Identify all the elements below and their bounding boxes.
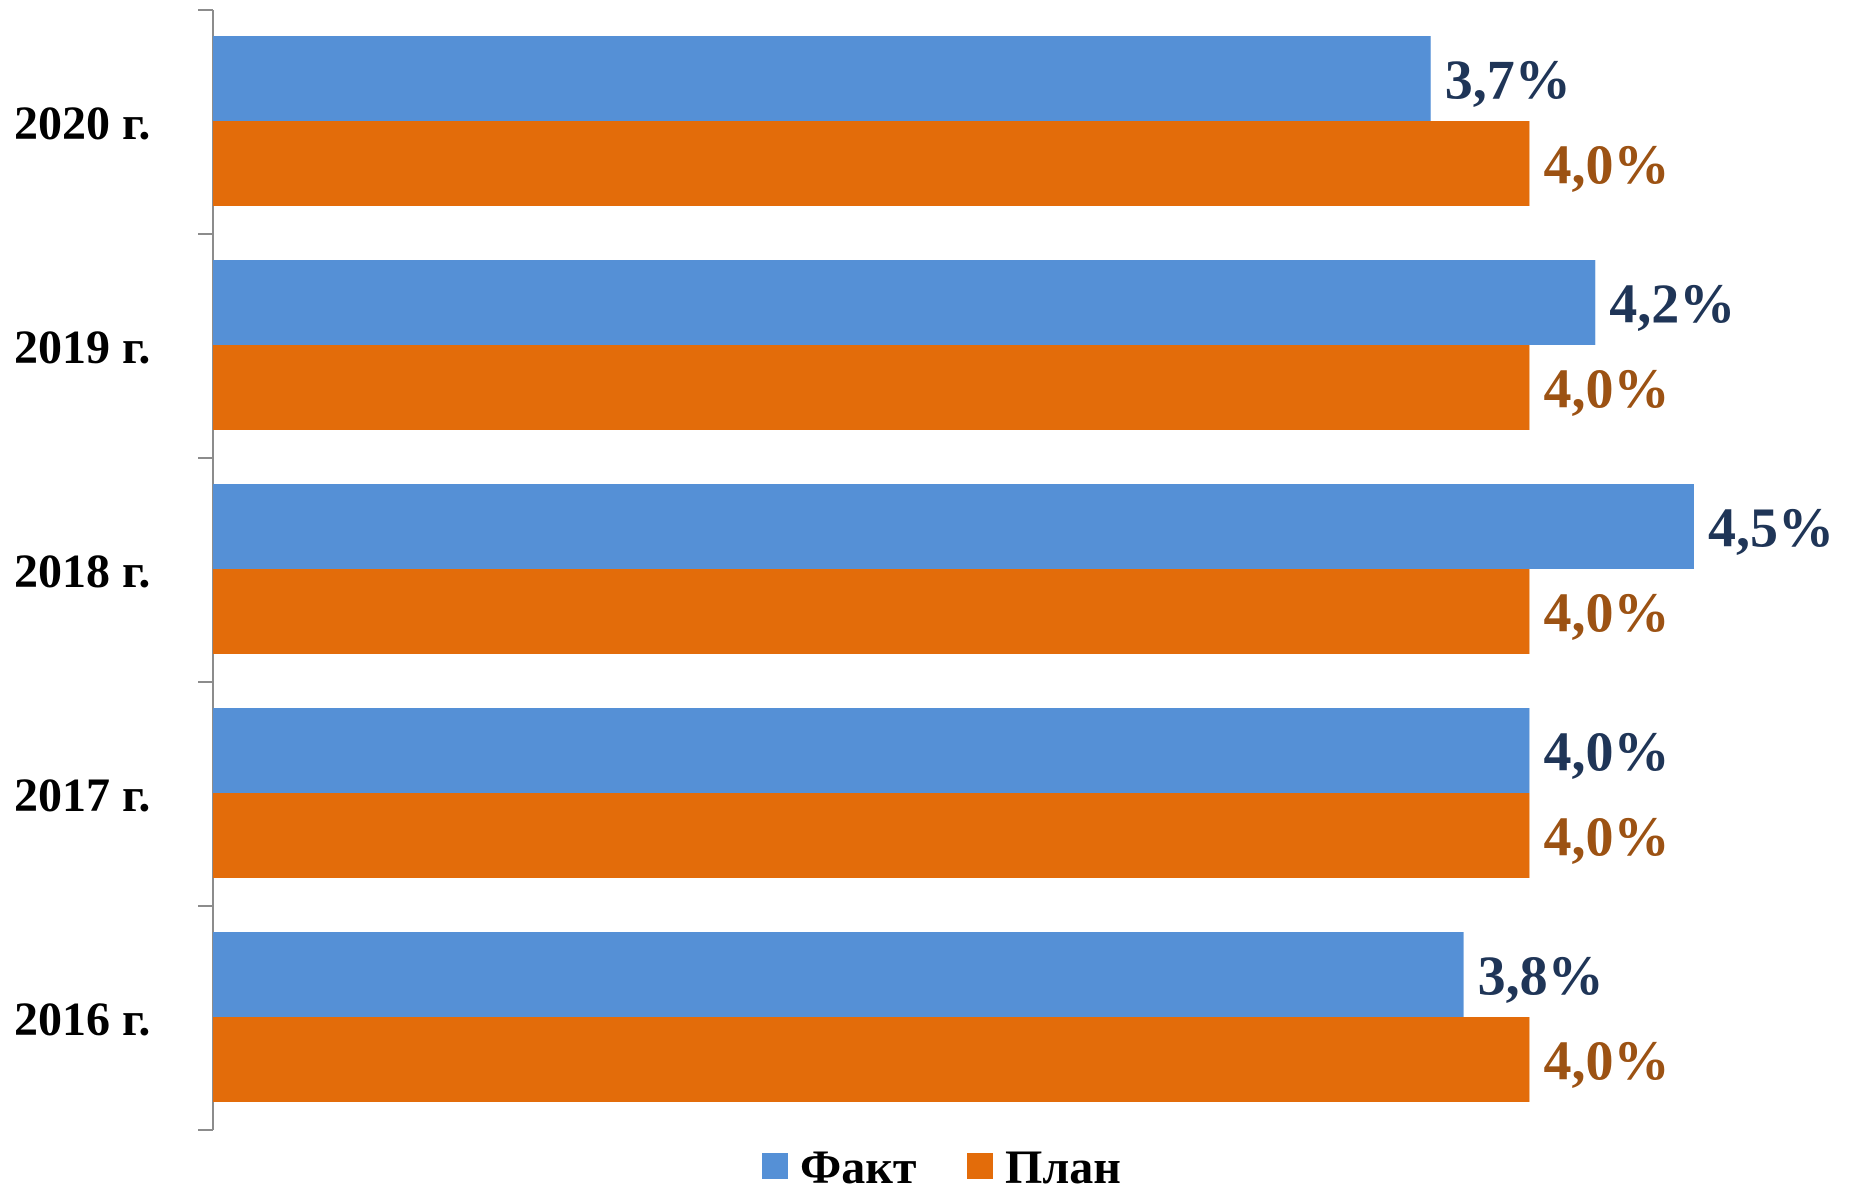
data-label: 4,0% bbox=[1543, 583, 1669, 645]
data-label: 4,5% bbox=[1708, 498, 1834, 560]
data-label: 3,8% bbox=[1478, 946, 1604, 1008]
bar-plan bbox=[213, 569, 1530, 654]
category-label: 2018 г. bbox=[14, 545, 150, 598]
data-label: 4,2% bbox=[1609, 274, 1735, 336]
bar-plan bbox=[213, 1017, 1530, 1102]
bar-fact bbox=[213, 260, 1596, 345]
bar-fact bbox=[213, 484, 1694, 569]
data-label: 3,7% bbox=[1445, 50, 1571, 112]
data-label: 4,0% bbox=[1543, 359, 1669, 421]
data-labels: 3,7% 4,0% 4,2% 4,0% 4,5% 4,0% 4,0% 4,0% 3,8% 4,0% bbox=[1445, 50, 1834, 1093]
legend-label-fact: Факт bbox=[800, 1141, 916, 1194]
bar-fact bbox=[213, 932, 1464, 1017]
category-axis bbox=[198, 9, 214, 1131]
category-label: 2019 г. bbox=[14, 321, 150, 374]
legend-swatch-plan bbox=[967, 1153, 993, 1179]
data-label: 4,0% bbox=[1543, 1031, 1669, 1093]
bar-plan bbox=[213, 793, 1530, 878]
bar-plan bbox=[213, 345, 1530, 430]
legend: Факт План bbox=[762, 1141, 1121, 1194]
bars bbox=[213, 36, 1694, 1102]
legend-label-plan: План bbox=[1005, 1141, 1121, 1194]
category-label: 2016 г. bbox=[14, 993, 150, 1046]
category-label: 2017 г. bbox=[14, 769, 150, 822]
data-label: 4,0% bbox=[1543, 135, 1669, 197]
category-labels: 2020 г. 2019 г. 2018 г. 2017 г. 2016 г. bbox=[14, 97, 150, 1046]
data-label: 4,0% bbox=[1543, 722, 1669, 784]
legend-swatch-fact bbox=[762, 1153, 788, 1179]
category-label: 2020 г. bbox=[14, 97, 150, 150]
bar-fact bbox=[213, 708, 1530, 793]
bar-plan bbox=[213, 121, 1530, 206]
data-label: 4,0% bbox=[1543, 807, 1669, 869]
bar-fact bbox=[213, 36, 1431, 121]
